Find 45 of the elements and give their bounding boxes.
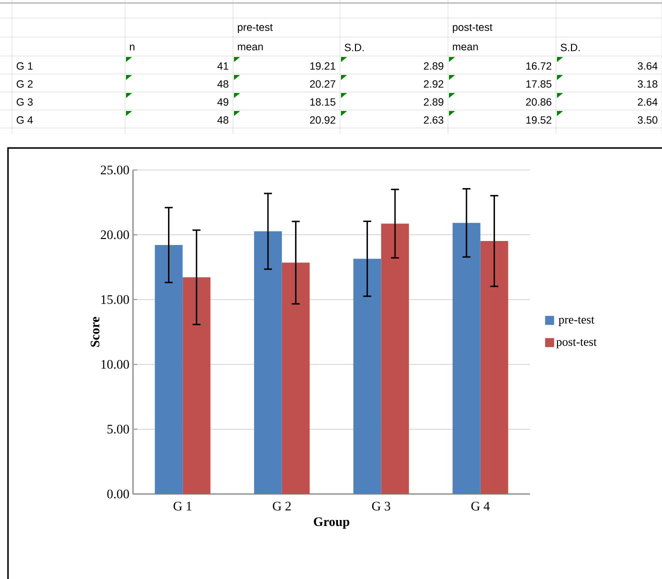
text: mean bbox=[238, 44, 263, 50]
y-tick-label: 0.00 bbox=[107, 490, 129, 498]
y-tick-label: 25.00 bbox=[100, 166, 129, 174]
text: S.D. bbox=[344, 44, 364, 52]
text: mean bbox=[452, 44, 478, 50]
text: 20.86 bbox=[526, 98, 552, 106]
x-tick-label: G 3 bbox=[372, 502, 390, 511]
text: 48 bbox=[217, 116, 228, 124]
text: 20.27 bbox=[310, 80, 336, 88]
text: 17.85 bbox=[526, 80, 552, 88]
x-axis-title: Group bbox=[314, 517, 350, 529]
text: 16.72 bbox=[526, 62, 552, 70]
text: 2.92 bbox=[424, 80, 444, 88]
category-label: G 2 bbox=[16, 80, 33, 88]
text: 2.63 bbox=[424, 116, 444, 124]
text: pre-test bbox=[238, 24, 273, 33]
text: 18.15 bbox=[310, 98, 336, 106]
text: 3.18 bbox=[638, 80, 658, 88]
text: n bbox=[130, 44, 134, 50]
text: 19.52 bbox=[526, 116, 552, 124]
y-tick-label: 5.00 bbox=[107, 424, 129, 434]
category-label: G 4 bbox=[16, 116, 33, 124]
text: post-test bbox=[452, 24, 492, 33]
x-tick-label: G 4 bbox=[471, 502, 490, 511]
text: 41 bbox=[217, 62, 228, 70]
x-tick-label: G 1 bbox=[174, 502, 192, 511]
text: 3.64 bbox=[638, 62, 658, 70]
category-label: G 1 bbox=[16, 62, 33, 70]
legend-label: pre-test bbox=[558, 316, 594, 326]
y-tick-label: 15.00 bbox=[101, 295, 129, 304]
y-tick-label: 20.00 bbox=[100, 230, 129, 240]
text: S.D. bbox=[560, 44, 580, 52]
category-label: G 3 bbox=[16, 98, 33, 106]
text: 48 bbox=[217, 80, 228, 88]
text: 49 bbox=[217, 98, 228, 106]
text: 2.89 bbox=[424, 62, 444, 70]
text: 19.21 bbox=[310, 62, 336, 70]
text: 2.89 bbox=[424, 98, 444, 106]
text: 20.92 bbox=[310, 116, 336, 124]
x-tick-label: G 2 bbox=[272, 502, 291, 511]
y-tick-label: 10.00 bbox=[101, 360, 129, 369]
y-axis-title: Score bbox=[90, 316, 100, 347]
legend-label: post-test bbox=[556, 338, 597, 348]
text: 2.64 bbox=[638, 98, 658, 106]
text: 3.50 bbox=[638, 116, 658, 124]
